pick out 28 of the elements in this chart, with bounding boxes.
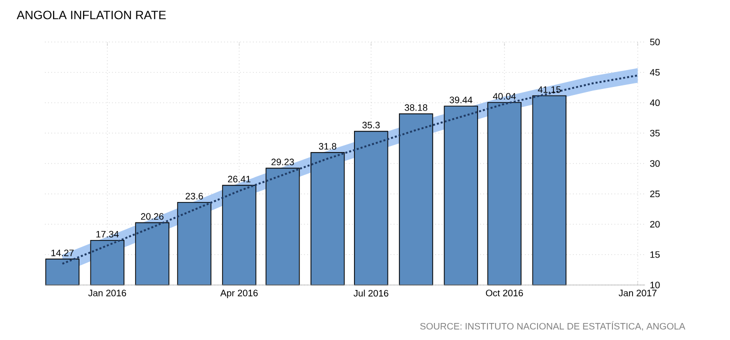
y-tick-label: 35 [650, 130, 660, 136]
data-label: 35.3 [362, 122, 380, 128]
x-tick-label: Jan 2016 [88, 290, 126, 296]
y-tick-label: 15 [650, 251, 660, 258]
y-tick-label: 40 [650, 99, 660, 106]
x-tick-label: Jan 2017 [618, 290, 656, 296]
data-label: 14.27 [51, 250, 74, 256]
chart-title: ANGOLA INFLATION RATE [16, 10, 166, 20]
x-tick-label: Jul 2016 [354, 290, 388, 297]
data-label: 20.26 [141, 213, 164, 220]
data-label: 23.6 [186, 192, 203, 200]
data-label: 41.15 [538, 86, 561, 93]
y-tick-label: 30 [650, 160, 660, 167]
data-label: 31.8 [318, 143, 336, 150]
data-label: 17.34 [96, 230, 119, 238]
data-label: 26.41 [228, 176, 250, 182]
y-tick-label: 20 [650, 220, 660, 228]
data-label: 39.44 [450, 96, 472, 104]
x-tick-label: Apr 2016 [220, 290, 258, 298]
source-note: SOURCE: INSTITUTO NACIONAL DE ESTATÍSTICA, ANGOLA [420, 321, 686, 331]
y-tick-label: 45 [650, 69, 660, 76]
data-label: 38.18 [404, 104, 428, 111]
data-label: 40.04 [492, 92, 516, 100]
y-tick-label: 25 [650, 190, 660, 198]
data-label: 29.23 [271, 158, 294, 166]
y-tick-label: 10 [650, 282, 660, 288]
y-tick-label: 50 [650, 38, 660, 46]
x-tick-label: Oct 2016 [486, 290, 523, 296]
